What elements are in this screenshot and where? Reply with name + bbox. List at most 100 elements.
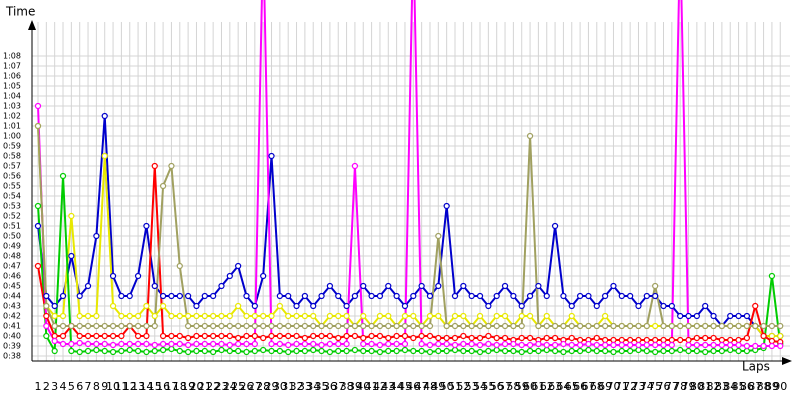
lap-marker (768, 342, 776, 350)
lap-marker (301, 312, 308, 320)
lap-marker (401, 346, 409, 354)
lap-marker (68, 347, 75, 355)
lap-marker (393, 340, 400, 348)
lap-marker (376, 348, 384, 356)
lap-marker (285, 348, 292, 356)
lap-marker (660, 322, 667, 330)
lap-marker (493, 334, 500, 342)
lap-marker (385, 340, 392, 348)
x-tick-label: 25 (231, 380, 245, 393)
lap-marker (293, 322, 300, 330)
y-tick-label: 0:51 (3, 222, 21, 231)
lap-marker (426, 292, 434, 300)
lap-marker (768, 322, 776, 330)
x-tick-label: 4 (60, 380, 67, 393)
lap-marker (768, 272, 776, 280)
lap-marker (627, 341, 634, 349)
lap-marker (635, 302, 642, 310)
lap-marker (652, 348, 659, 356)
lap-marker (351, 292, 359, 300)
x-tick-label: 82 (707, 380, 721, 393)
lap-marker (610, 341, 617, 349)
lap-marker (59, 312, 67, 320)
x-tick-label: 42 (373, 380, 387, 393)
lap-marker (76, 312, 83, 320)
x-tick-label: 60 (523, 380, 537, 393)
lap-marker (501, 340, 509, 348)
lap-marker (176, 292, 183, 300)
y-tick-label: 0:58 (3, 152, 21, 161)
lap-marker (401, 322, 409, 330)
lap-marker (410, 292, 417, 300)
lap-marker (168, 292, 175, 300)
lap-marker (109, 341, 117, 349)
x-tick-label: 89 (765, 380, 779, 393)
lap-marker (368, 340, 375, 348)
lap-marker (293, 302, 300, 310)
lap-marker (710, 334, 717, 342)
lap-marker (668, 302, 675, 310)
lap-marker (668, 322, 675, 330)
lap-marker (151, 312, 158, 320)
x-tick-label: 44 (390, 380, 404, 393)
lap-marker (593, 322, 600, 330)
lap-marker (585, 340, 592, 348)
lap-marker (451, 312, 459, 320)
lap-marker (335, 347, 342, 355)
lap-marker (568, 322, 575, 330)
y-tick-label: 0:52 (3, 212, 21, 221)
lap-marker (301, 340, 308, 348)
lap-marker (743, 342, 751, 350)
lap-marker (376, 312, 384, 320)
x-tick-label: 19 (181, 380, 195, 393)
lap-marker (118, 322, 125, 330)
lap-marker (443, 202, 450, 210)
lap-marker (460, 340, 467, 348)
x-tick-label: 52 (456, 380, 470, 393)
lap-marker (777, 342, 784, 350)
lap-marker (126, 292, 133, 300)
x-tick-label: 3 (51, 380, 58, 393)
lap-marker (501, 334, 509, 342)
lap-marker (652, 341, 659, 349)
lap-marker (59, 322, 67, 330)
y-axis-title: Time (5, 5, 35, 19)
lap-marker (460, 332, 467, 340)
lap-marker (301, 347, 308, 355)
lap-marker (151, 347, 158, 355)
lap-marker (335, 322, 342, 330)
y-tick-label: 0:42 (3, 312, 21, 321)
y-tick-label: 1:06 (3, 72, 21, 81)
lap-marker (193, 340, 200, 348)
lap-marker (718, 336, 725, 344)
lap-marker (368, 292, 375, 300)
lap-marker (343, 340, 350, 348)
lap-marker (760, 322, 767, 330)
lap-marker (526, 334, 534, 342)
lap-marker (627, 336, 634, 344)
lap-marker (652, 282, 659, 290)
lap-marker (84, 282, 92, 290)
x-tick-label: 41 (365, 380, 379, 393)
lap-marker (68, 252, 75, 260)
lap-marker (677, 346, 684, 354)
lap-marker (652, 292, 659, 300)
lap-marker (243, 312, 250, 320)
lap-marker (702, 334, 709, 342)
lap-marker (476, 341, 484, 349)
lap-marker (526, 312, 534, 320)
lap-marker (251, 340, 258, 348)
lap-marker (310, 322, 317, 330)
x-tick-label: 46 (406, 380, 420, 393)
lap-marker (210, 340, 217, 348)
lap-marker (760, 332, 767, 340)
lap-marker (218, 340, 225, 348)
lap-marker (201, 322, 208, 330)
lap-marker (326, 332, 333, 340)
lap-marker (435, 312, 442, 320)
lap-marker (443, 334, 450, 342)
lap-marker (568, 347, 575, 355)
lap-marker (134, 332, 142, 340)
x-tick-label: 5 (68, 380, 75, 393)
